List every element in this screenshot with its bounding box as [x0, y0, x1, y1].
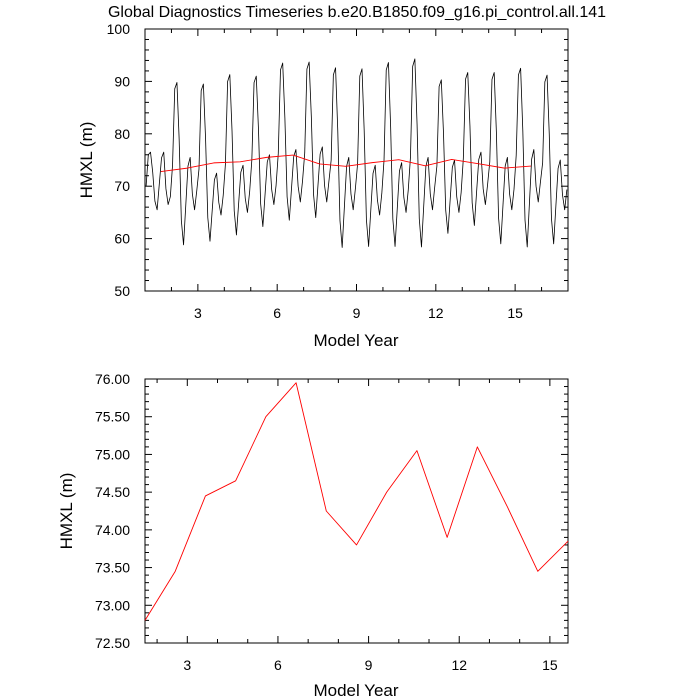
top-panel: Global Diagnostics Timeseries b.e20.B185… [77, 4, 606, 350]
bottom-x-tick-label: 3 [183, 657, 191, 673]
bottom-x-tick-label: 6 [274, 657, 282, 673]
top-y-tick-label: 100 [107, 21, 131, 37]
top-y-tick-label: 60 [114, 231, 130, 247]
bottom-y-tick-label: 74.50 [95, 484, 130, 500]
top-y-axis-label: HMXL (m) [77, 122, 96, 199]
top-y-tick-label: 90 [114, 73, 130, 89]
bottom-y-axis-label: HMXL (m) [57, 473, 76, 550]
top-x-axis-label: Model Year [313, 331, 398, 350]
bottom-panel: 3 6 9 12 15 72.50 73.00 73.50 74.00 74.50 75.00 75.… [57, 371, 569, 700]
bottom-y-tick-label: 72.50 [95, 635, 130, 651]
bottom-series [144, 382, 569, 621]
top-axis-ticks [144, 28, 569, 292]
top-x-tick-label: 9 [353, 305, 361, 321]
bottom-series-line-annual-mean [144, 382, 569, 621]
bottom-x-tick-label: 12 [451, 657, 467, 673]
bottom-y-tick-label: 75.50 [95, 409, 130, 425]
top-tick-labels: 3 6 9 12 15 50 60 70 80 90 100 [107, 21, 523, 321]
top-y-tick-label: 80 [114, 126, 130, 142]
bottom-y-tick-label: 75.00 [95, 446, 130, 462]
bottom-y-tick-label: 73.50 [95, 560, 130, 576]
top-y-tick-label: 50 [114, 283, 130, 299]
top-series-line-annual-mean [160, 154, 532, 172]
top-y-tick-label: 70 [114, 178, 130, 194]
top-x-tick-label: 15 [507, 305, 523, 321]
bottom-y-tick-label: 76.00 [95, 371, 130, 387]
top-x-tick-label: 12 [428, 305, 444, 321]
bottom-y-tick-label: 74.00 [95, 522, 130, 538]
bottom-x-tick-label: 15 [542, 657, 558, 673]
top-chart-title: Global Diagnostics Timeseries b.e20.B185… [108, 4, 606, 21]
bottom-x-tick-label: 9 [365, 657, 373, 673]
bottom-x-axis-label: Model Year [313, 681, 398, 700]
top-series [145, 58, 568, 248]
top-plot-frame [144, 28, 569, 292]
bottom-axis-ticks [145, 378, 568, 644]
top-x-tick-label: 3 [194, 305, 202, 321]
top-x-tick-label: 6 [273, 305, 281, 321]
bottom-plot-frame [144, 378, 569, 644]
bottom-y-tick-label: 73.00 [95, 597, 130, 613]
bottom-tick-labels: 3 6 9 12 15 72.50 73.00 73.50 74.00 74.50 75.00 75.… [95, 371, 558, 673]
top-series-line-monthly [145, 58, 568, 248]
